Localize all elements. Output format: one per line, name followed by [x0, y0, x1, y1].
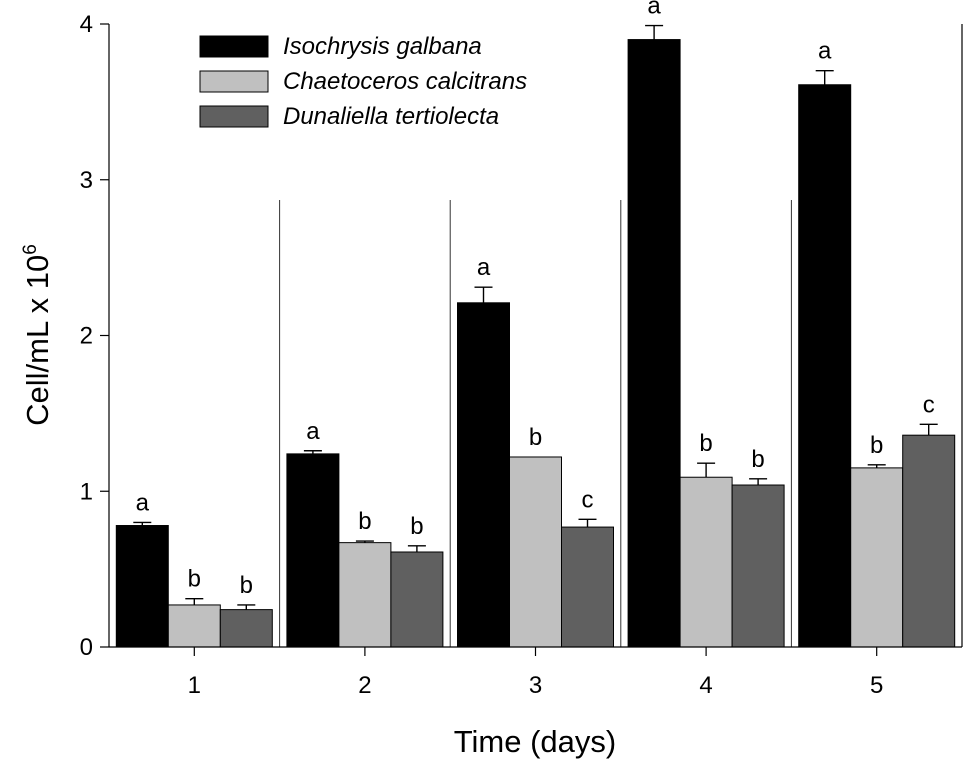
error-bar	[474, 286, 493, 303]
bar	[338, 542, 392, 648]
significance-label: b	[529, 424, 542, 451]
bar	[457, 302, 510, 648]
x-ticks-group: 1 2 3 4 5	[188, 647, 883, 699]
significance-label: c	[582, 486, 594, 513]
y-tick-label: 3	[80, 167, 93, 194]
y-tick-label: 2	[80, 323, 93, 350]
y-tick-label: 1	[80, 478, 93, 505]
error-bar	[749, 478, 768, 486]
legend: Isochrysis galbana Chaetoceros calcitrans…	[199, 33, 527, 130]
x-axis-title: Time (days)	[454, 724, 616, 759]
x-tick-label: 4	[699, 672, 712, 699]
bar	[731, 484, 785, 648]
bar	[115, 525, 169, 648]
significance-label: a	[136, 489, 150, 516]
bar	[219, 609, 273, 648]
bars-group	[115, 39, 956, 648]
y-axis-title: Cell/mL x 106	[20, 244, 55, 426]
x-tick-label: 5	[870, 672, 883, 699]
y-ticks-group: 0 1 2 3 4	[80, 11, 109, 661]
significance-label: b	[358, 508, 371, 535]
significance-label: b	[870, 432, 883, 459]
error-bar	[578, 518, 597, 528]
error-bars-group	[133, 24, 938, 610]
error-bar	[133, 521, 152, 526]
bar	[390, 551, 444, 648]
error-bar	[815, 70, 834, 85]
bar	[627, 39, 681, 648]
error-bar	[645, 24, 664, 40]
significance-label: a	[647, 0, 661, 20]
y-tick-label: 4	[80, 11, 93, 38]
bar	[902, 434, 956, 648]
error-bar	[303, 450, 322, 454]
significance-label: b	[240, 572, 253, 599]
x-tick-label: 1	[188, 672, 201, 699]
significance-label: b	[188, 566, 201, 593]
legend-swatch	[199, 105, 269, 128]
significance-label: b	[410, 513, 423, 540]
y-axis-title-superscript: 6	[20, 244, 41, 255]
error-bar	[867, 464, 886, 468]
legend-swatch	[199, 70, 269, 93]
bar	[509, 456, 562, 648]
bar	[679, 476, 733, 648]
legend-label: Chaetoceros calcitrans	[283, 68, 527, 95]
significance-label: a	[477, 254, 491, 281]
bar	[798, 84, 852, 648]
error-bar	[407, 545, 426, 552]
significance-labels-group: a b b a b b a b c a b b a b c	[136, 0, 935, 599]
bar	[167, 604, 221, 648]
significance-label: b	[751, 446, 764, 473]
bar	[850, 467, 904, 648]
bar	[286, 453, 340, 648]
x-tick-label: 3	[529, 672, 542, 699]
group-separators	[279, 200, 792, 647]
y-axis-title-main: Cell/mL x 10	[20, 255, 55, 426]
significance-label: a	[306, 418, 320, 445]
error-bar	[355, 540, 374, 543]
y-tick-label: 0	[80, 634, 93, 661]
error-bar	[185, 598, 204, 605]
error-bar	[237, 604, 256, 610]
bar	[561, 526, 614, 648]
significance-label: c	[923, 391, 935, 418]
error-bar	[919, 423, 938, 436]
x-tick-label: 2	[358, 672, 371, 699]
error-bar	[697, 462, 716, 478]
legend-swatch	[199, 35, 269, 58]
significance-label: b	[699, 430, 712, 457]
legend-label: Dunaliella tertiolecta	[283, 103, 499, 130]
significance-label: a	[818, 38, 832, 65]
legend-label: Isochrysis galbana	[283, 33, 482, 60]
